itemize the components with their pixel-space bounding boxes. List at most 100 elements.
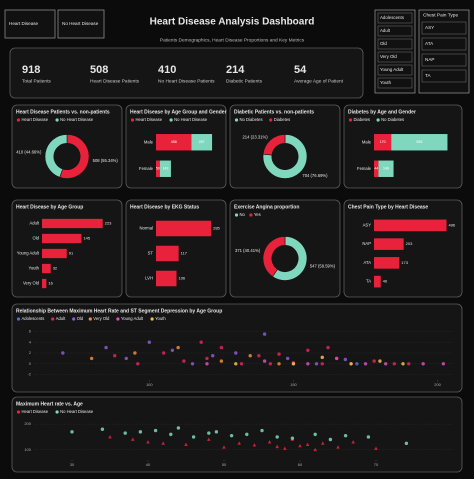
point [170,348,175,352]
slicer-box[interactable] [57,9,105,39]
point [401,362,405,366]
point [326,345,330,350]
point [123,431,127,435]
data-label: 267 [199,140,205,144]
slicer-option[interactable]: Young Adult [380,67,404,72]
kpi-label: Average Age of Patient [294,78,344,84]
kpi-value: 214 [226,64,245,76]
legend-label: Diabetes [274,117,291,122]
legend-label: No Diabetes [381,117,404,122]
legend-label: No Diabetes [240,117,263,122]
slicer-item[interactable] [377,25,413,37]
kpi-label: Heart Disease Patients [90,78,140,84]
bar [42,263,51,274]
slicer-option[interactable]: TA [425,73,431,78]
slicer-option[interactable]: Adult [380,28,391,33]
point [248,354,252,358]
category-label: TA [366,279,371,284]
point [211,354,215,358]
bar [42,248,67,259]
point [257,354,261,358]
legend-swatch [72,317,76,321]
category-label: ATA [363,260,371,265]
point [222,445,226,449]
point [146,440,150,444]
category-label: NAP [362,241,371,246]
point [191,435,196,439]
slicer-box[interactable] [4,9,56,39]
donut-slice [262,134,286,156]
legend-swatch [55,118,59,122]
legend-label: Heart Disease [22,409,49,414]
legend-swatch [348,118,353,122]
slicer-option[interactable]: No Heart Disease [62,21,99,26]
bar [156,245,179,262]
slicer-item[interactable] [421,21,467,35]
point [219,359,224,363]
slicer-option[interactable]: ASY [425,25,434,30]
point [113,354,117,358]
slicer-item[interactable] [377,64,413,76]
data-label: 496 [448,222,455,227]
point [392,362,397,366]
kpi-value: 54 [294,64,307,76]
donut-slice [44,134,68,178]
category-label: Old [32,236,39,241]
kpi-value: 410 [158,64,176,76]
point [275,435,279,439]
point [290,436,295,440]
legend-label: Youth [155,316,166,321]
slicer-item[interactable] [421,53,467,67]
point [153,428,158,433]
bar [42,233,82,244]
point [349,362,353,366]
category-label: Youth [28,266,39,271]
bar-segment [378,160,394,177]
slicer-item[interactable] [421,69,467,83]
slicer-item[interactable] [377,12,413,24]
point [234,362,238,366]
legend-label: Adult [56,316,66,321]
slicer-item[interactable] [421,37,467,51]
data-label: 547 (59.59%) [310,263,336,268]
point [207,431,211,435]
slicer-option[interactable]: Old [380,41,387,46]
legend-swatch [51,317,55,321]
slicer-option[interactable]: NAP [425,57,434,62]
point [306,362,310,366]
slicer-item[interactable] [377,77,413,89]
category-label: Male [144,139,154,144]
point [234,351,238,355]
category-label: Male [362,139,372,144]
chart-title: Heart Disease Patients vs. non-patients [16,109,110,115]
point [108,434,112,439]
point [161,441,165,445]
category-label: LVH [145,276,153,281]
category-label: Normal [140,226,154,231]
slicer-option[interactable]: Youth [380,80,392,85]
slicer-item[interactable] [377,38,413,50]
point [176,345,180,350]
point [285,356,290,361]
bar-segment [159,160,171,177]
slicer-option[interactable]: ATA [425,41,434,46]
legend-label: No [240,212,246,217]
point [260,428,264,433]
chart-title: Exercise Angina proportion [234,204,299,210]
slicer-option[interactable]: Heart Disease [9,21,39,26]
point [239,362,244,366]
point [237,441,241,445]
slicer-option[interactable]: Adolescents [380,15,405,20]
point [169,432,173,437]
data-label: 149 [383,167,389,171]
point [320,355,324,360]
slicer-item[interactable] [377,51,413,63]
slicer-option[interactable]: Very Old [380,54,397,59]
chart-title: Relationship Between Maximum Heart Rate … [16,308,222,314]
point [262,359,267,363]
data-label: 32 [53,266,58,271]
legend-swatch [234,213,239,217]
category-label: Adult [29,221,39,226]
dashboard-subtitle: Patients Demographics, Heart Disease Pro… [160,37,305,43]
legend-swatch [150,317,154,321]
